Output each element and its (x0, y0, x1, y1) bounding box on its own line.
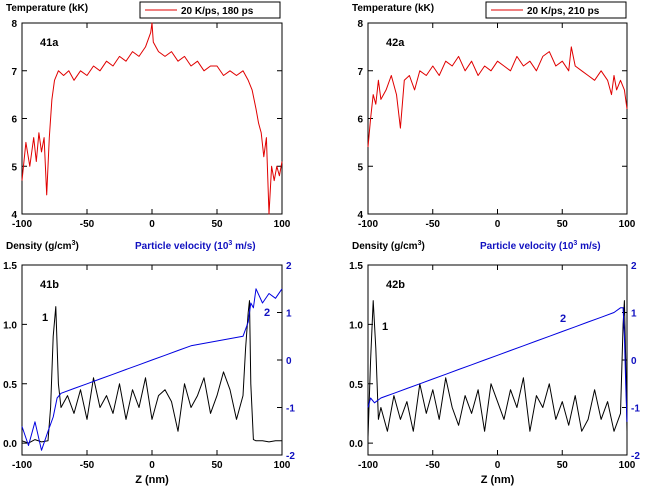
panel-42b: -100 -50 0 50 100 0.0 0.5 1.0 1.5 -2 -1 0 1 2 42b Densi… (349, 240, 640, 486)
series-line (367, 307, 628, 422)
plot-frame (367, 22, 628, 215)
y2-tick-label: -2 (631, 451, 640, 462)
x-tick-label: -100 (358, 460, 378, 471)
y-tick-label: 1.5 (3, 261, 17, 272)
y-tick-label: 0.5 (349, 380, 363, 391)
y-tick-label: 0.5 (3, 380, 17, 391)
y2-tick-label: 2 (631, 261, 637, 272)
y2-tick-label: -1 (286, 404, 295, 415)
y-tick-label: 6 (357, 115, 363, 126)
panel-label: 41a (40, 37, 59, 49)
y-tick-label: 1.5 (349, 261, 363, 272)
legend-label: 20 K/ps, 210 ps (527, 6, 600, 17)
x-tick-label: -100 (12, 219, 32, 230)
x-tick-label: 0 (149, 460, 155, 471)
y-tick-label: 7 (357, 67, 363, 78)
panel-label: 42a (386, 37, 405, 49)
x-tick-label: -50 (426, 460, 441, 471)
plot-frame (367, 264, 628, 456)
y-tick-label: 6 (11, 115, 17, 126)
y2-tick-label: 0 (631, 356, 637, 367)
y-axis-title: Temperature (kK) (352, 3, 434, 14)
y-tick-label: 4 (11, 210, 17, 221)
y-tick-label: 1.0 (3, 320, 17, 331)
series-line (367, 46, 628, 148)
panel-label: 41b (40, 279, 59, 291)
x-tick-label: 100 (619, 460, 636, 471)
curve-label: 2 (560, 313, 566, 325)
curve-label: 2 (264, 307, 270, 319)
x-tick-label: 50 (557, 460, 569, 471)
x-tick-label: 0 (149, 219, 155, 230)
x-tick-label: 0 (495, 219, 501, 230)
plot-frame (21, 22, 283, 215)
y-axis-title: Temperature (kK) (6, 3, 88, 14)
y-tick-label: 5 (11, 162, 17, 173)
series-line (367, 300, 628, 438)
panel-41b: -100 -50 0 50 100 0.0 0.5 1.0 1.5 -2 -1 0 1 2 41b Densi… (3, 240, 295, 486)
series-line (21, 288, 283, 451)
x-axis-title: Z (nm) (135, 474, 169, 486)
x-tick-label: 50 (211, 219, 223, 230)
y-tick-label: 1.0 (349, 320, 363, 331)
x-tick-label: -100 (12, 460, 32, 471)
y-axis-title: Density (g/cm3) (352, 240, 425, 252)
y-tick-label: 5 (357, 162, 363, 173)
y2-tick-label: 0 (286, 356, 292, 367)
y-tick-label: 0.0 (3, 439, 17, 450)
y-tick-label: 8 (11, 19, 17, 30)
legend-label: 20 K/ps, 180 ps (181, 6, 254, 17)
y2-axis-title: Particle velocity (103 m/s) (480, 240, 601, 252)
x-tick-label: 100 (274, 219, 291, 230)
x-tick-label: 50 (557, 219, 569, 230)
y2-tick-label: -1 (631, 404, 640, 415)
y-tick-label: 0.0 (349, 439, 363, 450)
y2-tick-label: 2 (286, 261, 292, 272)
x-tick-label: -100 (358, 219, 378, 230)
series-line (21, 22, 283, 215)
y2-axis-title: Particle velocity (103 m/s) (135, 240, 256, 252)
panel-42a: -100 -50 0 50 100 4 5 6 7 8 42a Temperature (kK) 20 … (352, 1, 636, 230)
panel-label: 42b (386, 279, 405, 291)
y-tick-label: 4 (357, 210, 363, 221)
x-tick-label: -50 (426, 219, 441, 230)
series-line (21, 300, 282, 444)
y-tick-label: 7 (11, 67, 17, 78)
curve-label: 1 (42, 312, 48, 324)
x-tick-label: 0 (495, 460, 501, 471)
legend-box (139, 1, 281, 19)
panel-41a: -100 -50 0 50 100 4 5 6 7 8 41a Temperature (kK) 20 … (6, 1, 291, 230)
curve-label: 1 (382, 321, 388, 333)
x-tick-label: 50 (211, 460, 223, 471)
x-tick-label: 100 (619, 219, 636, 230)
y-axis-title: Density (g/cm3) (6, 240, 79, 252)
y-tick-label: 8 (357, 19, 363, 30)
y2-tick-label: -2 (286, 451, 295, 462)
x-tick-label: -50 (80, 460, 95, 471)
x-tick-label: -50 (80, 219, 95, 230)
y2-tick-label: 1 (631, 309, 637, 320)
x-axis-title: Z (nm) (481, 474, 515, 486)
y2-tick-label: 1 (286, 309, 292, 320)
x-tick-label: 100 (274, 460, 291, 471)
legend-box (485, 1, 627, 19)
